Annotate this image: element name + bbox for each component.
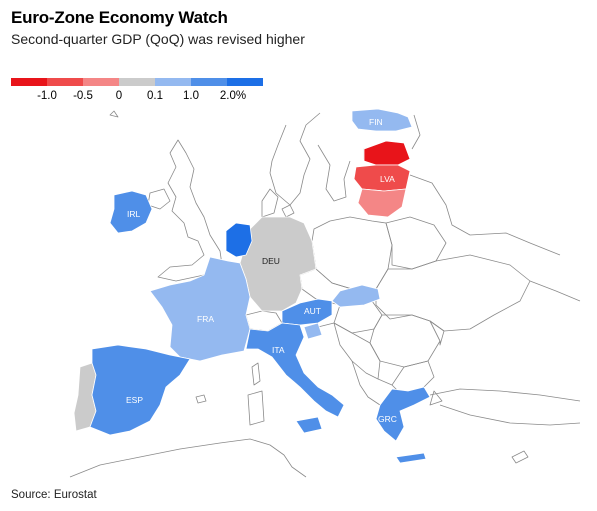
turkey-outline [429, 388, 581, 426]
country-ita[interactable] [245, 322, 345, 418]
country-irl[interactable] [109, 190, 153, 234]
label-lva: LVA [380, 174, 395, 184]
source-note: Source: Eurostat [11, 489, 97, 501]
sardinia-outline [247, 390, 265, 426]
chart-title: Euro-Zone Economy Watch [11, 8, 228, 27]
balkans-outline [317, 322, 435, 406]
legend-swatch-2 [47, 78, 83, 86]
legend-label-5: 1.0 [183, 90, 199, 102]
label-esp: ESP [126, 395, 143, 405]
label-irl: IRL [127, 209, 141, 219]
legend-color-bar [11, 78, 263, 86]
europe-map: FIN LVA IRL DEU FRA AUT ITA ESP GRC [69, 108, 581, 478]
faroe-outline [109, 110, 119, 118]
legend-swatch-4 [119, 78, 155, 86]
label-aut: AUT [304, 306, 321, 316]
legend-label-1: -1.0 [37, 90, 57, 102]
finland-border [411, 114, 421, 150]
corsica-outline [251, 362, 261, 386]
legend-swatch-3 [83, 78, 119, 86]
cyprus-outline [511, 450, 529, 464]
scandinavia-outline [269, 112, 351, 206]
legend-label-6: 2.0% [219, 90, 247, 102]
legend-label-3: 0 [115, 90, 123, 102]
label-fin: FIN [369, 117, 383, 127]
legend-label-2: -0.5 [73, 90, 93, 102]
legend-swatch-6 [191, 78, 227, 86]
balearic-outline [195, 394, 207, 404]
legend-swatch-5 [155, 78, 191, 86]
chart-subtitle: Second-quarter GDP (QoQ) was revised hig… [11, 31, 305, 47]
ukraine-outline [375, 254, 531, 332]
legend-swatch-1 [11, 78, 47, 86]
ni-outline [147, 188, 171, 210]
russia-border [409, 174, 581, 302]
country-nld[interactable] [225, 222, 253, 258]
country-crete[interactable] [395, 452, 427, 464]
legend-label-4: 0.1 [147, 90, 163, 102]
north-africa-coast [69, 438, 307, 478]
country-est[interactable] [363, 140, 411, 166]
moldova-outline [429, 320, 445, 346]
uk-outline [157, 139, 223, 282]
country-esp[interactable] [89, 344, 191, 436]
denmark-outline [261, 188, 295, 218]
romania-outline [369, 314, 441, 368]
country-sicily[interactable] [295, 416, 323, 434]
country-svk[interactable] [331, 284, 381, 308]
country-fin[interactable] [351, 108, 413, 132]
color-legend: -1.0 -0.5 0 0.1 1.0 2.0% [11, 78, 263, 106]
label-fra: FRA [197, 314, 214, 324]
label-ita: ITA [272, 345, 285, 355]
label-deu: DEU [262, 256, 280, 266]
label-grc: GRC [378, 414, 397, 424]
country-fra[interactable] [149, 256, 251, 362]
legend-labels: -1.0 -0.5 0 0.1 1.0 2.0% [11, 90, 263, 106]
country-grc[interactable] [375, 386, 431, 442]
country-svn[interactable] [303, 322, 323, 340]
legend-swatch-7 [227, 78, 263, 86]
country-ltu[interactable] [357, 188, 407, 218]
poland-outline [311, 216, 393, 290]
